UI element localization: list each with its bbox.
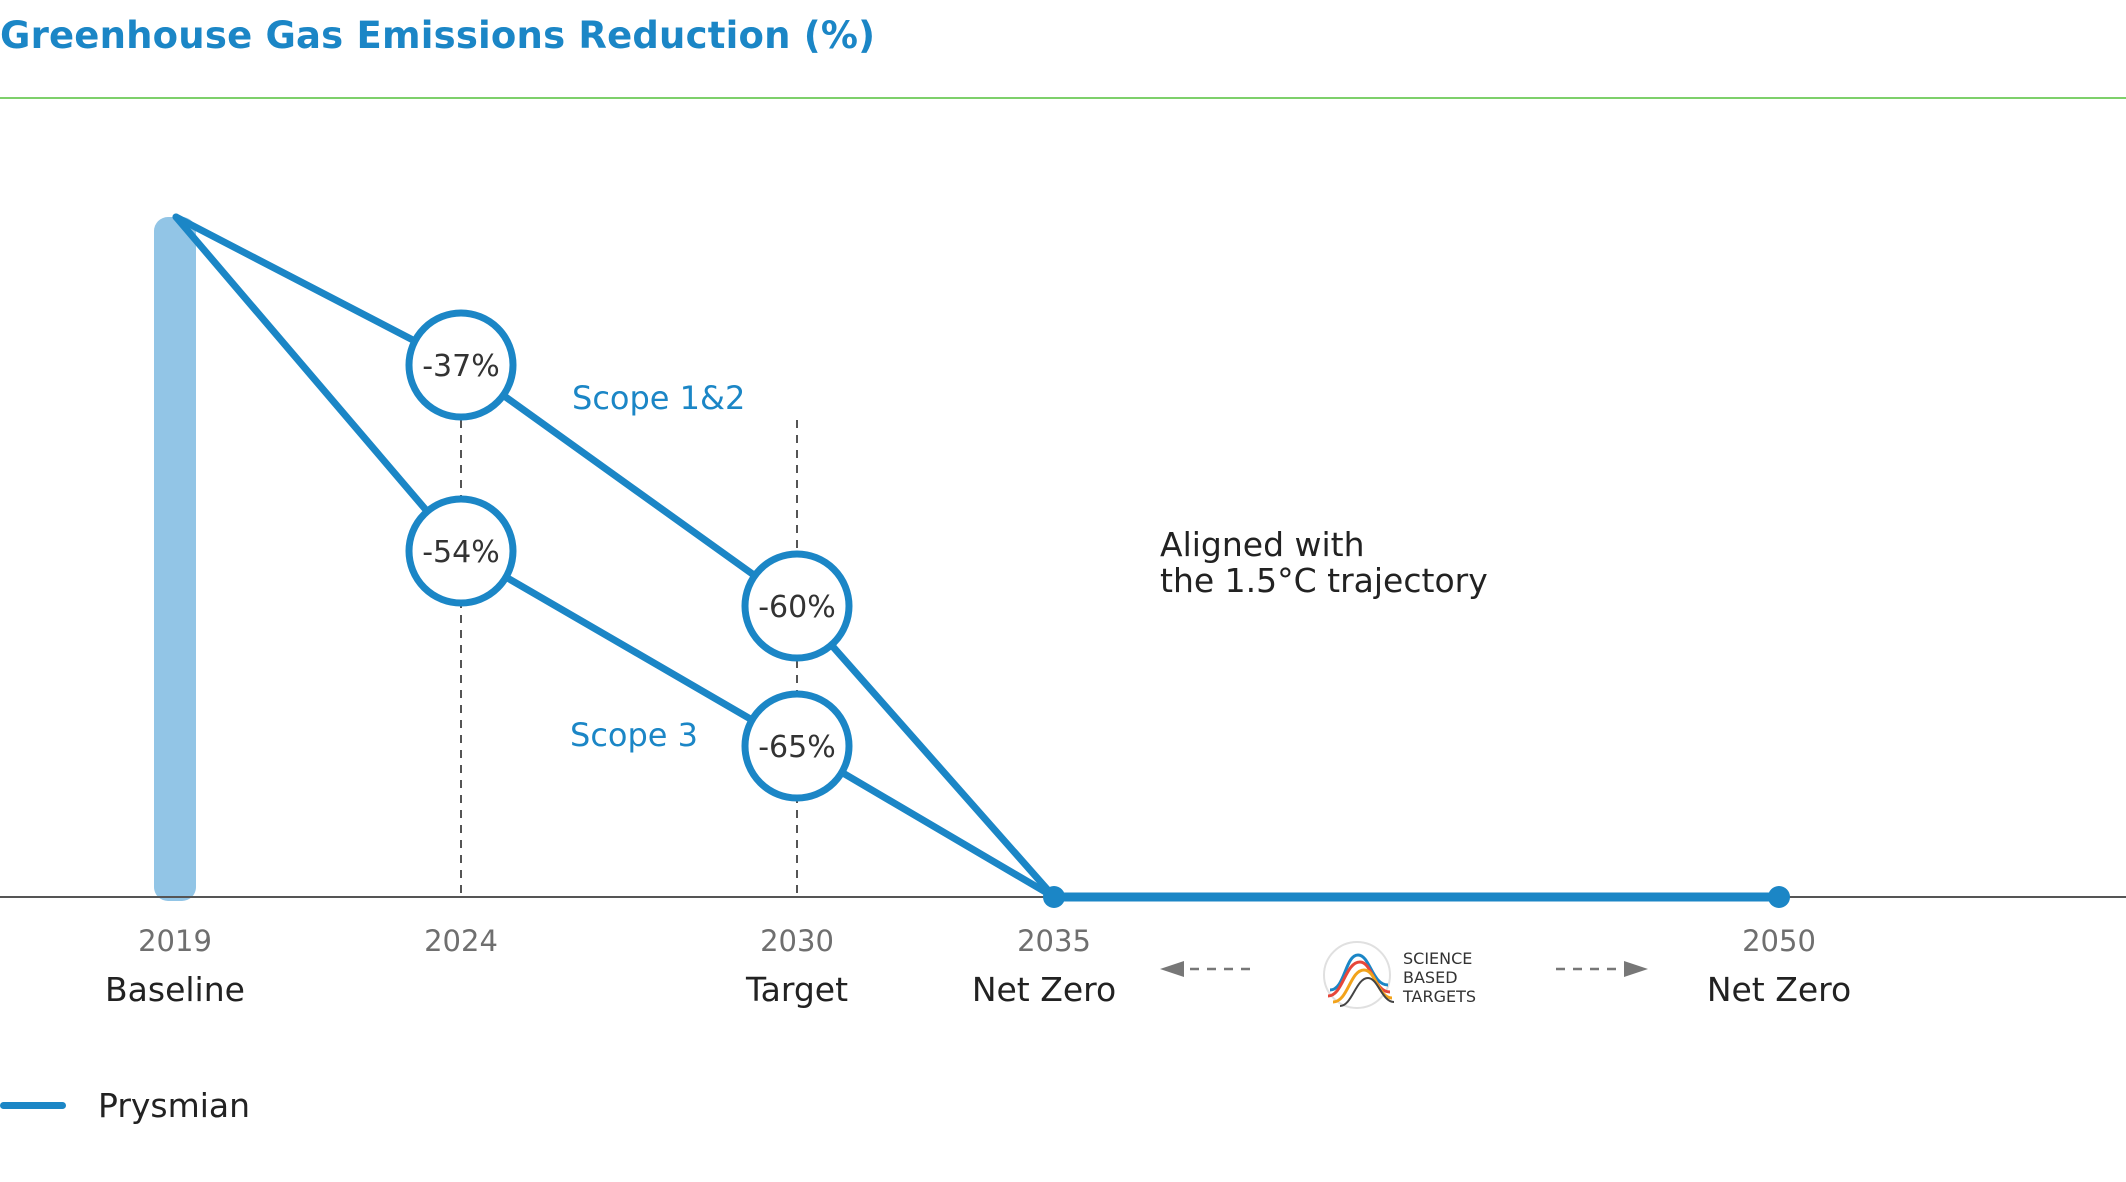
tick-year-2035: 2035 <box>1017 924 1091 958</box>
chart-title: Greenhouse Gas Emissions Reduction (%) <box>0 14 876 57</box>
sbt-logo-text-3: TARGETS <box>1402 987 1476 1006</box>
legend: Prysmian <box>0 1080 250 1130</box>
annotation-aligned-line1: Aligned with <box>1160 525 1365 564</box>
vertical-guides <box>460 420 798 897</box>
marker-circle <box>405 309 517 421</box>
sbt-logo-text-1: SCIENCE <box>1403 949 1472 968</box>
marker--60pct: -60% <box>741 550 853 662</box>
series-line-1 <box>172 213 1058 901</box>
tick-label-2050: Net Zero <box>1707 970 1851 1009</box>
annotation-aligned-line2: the 1.5°C trajectory <box>1160 561 1488 600</box>
marker--54pct: -54% <box>405 495 517 607</box>
tick-year-2024: 2024 <box>424 924 498 958</box>
tick-year-2019: 2019 <box>138 924 212 958</box>
point-markers: -37% -60% -54% -65% <box>405 309 853 802</box>
data-label: -54% <box>422 535 500 570</box>
sbt-arrow-left <box>1160 961 1250 977</box>
net-zero-line <box>1043 886 1790 908</box>
marker-circle <box>405 495 517 607</box>
baseline-bar <box>154 217 196 901</box>
legend-swatch <box>0 1101 66 1109</box>
marker-circle <box>741 690 853 802</box>
marker--37pct: -37% <box>405 309 517 421</box>
series-line-2 <box>172 213 1058 901</box>
series-lines <box>172 213 1058 901</box>
marker-circle <box>741 550 853 662</box>
series-label-scope-1-2: Scope 1&2 <box>572 379 745 417</box>
legend-label: Prysmian <box>98 1085 251 1125</box>
tick-year-2030: 2030 <box>760 924 834 958</box>
sbt-logo: SCIENCE BASED TARGETS <box>1323 941 1476 1009</box>
title-divider <box>0 97 2126 99</box>
sbt-logo-mark <box>1323 941 1395 1009</box>
data-label: -65% <box>758 730 836 765</box>
data-label: -37% <box>422 349 500 384</box>
net-zero-dot-2035 <box>1043 886 1065 908</box>
tick-year-2050: 2050 <box>1742 924 1816 958</box>
tick-label-2035: Net Zero <box>972 970 1116 1009</box>
sbt-arrow-right <box>1556 961 1648 977</box>
tick-label-2019: Baseline <box>105 970 245 1009</box>
sbt-logo-text-2: BASED <box>1403 968 1458 987</box>
data-label: -60% <box>758 590 836 625</box>
x-axis-ticks: 2019 Baseline 2024 2030 Target 2035 Net Zero 20… <box>105 924 1851 1009</box>
series-label-scope-3: Scope 3 <box>570 716 698 754</box>
tick-label-2030: Target <box>745 970 848 1009</box>
net-zero-dot-2050 <box>1768 886 1790 908</box>
marker--65pct: -65% <box>741 690 853 802</box>
